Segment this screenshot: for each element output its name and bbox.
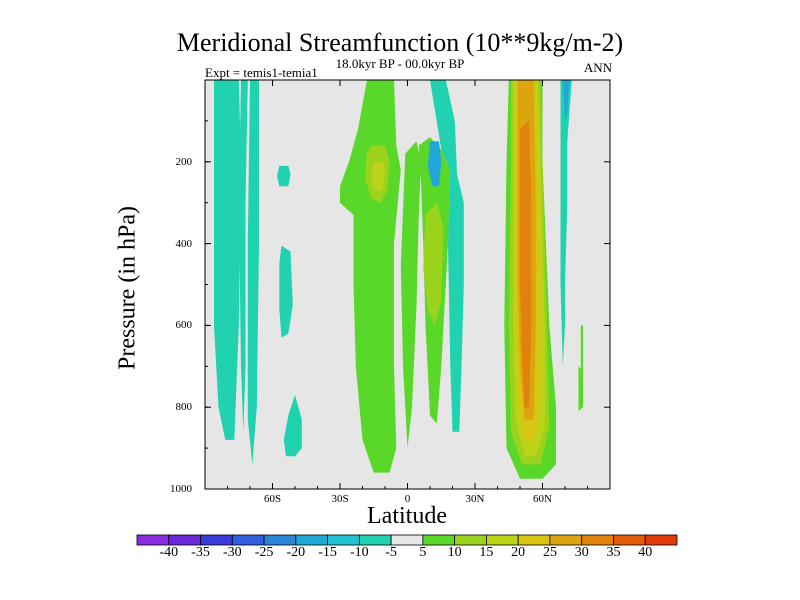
- colorbar-label: -25: [254, 545, 274, 560]
- colorbar-box: [136, 534, 170, 546]
- contour-region-polar-south-column-inner: [238, 80, 248, 432]
- x-tick-label: 60N: [533, 493, 552, 505]
- colorbar-label: -15: [318, 545, 337, 560]
- colorbar-box: [422, 534, 456, 546]
- colorbar-box: [231, 534, 265, 546]
- x-tick-label: 0: [404, 493, 411, 505]
- y-tick-label: 200: [175, 155, 193, 168]
- colorbar-box: [517, 534, 551, 546]
- y-tick-label: 800: [175, 401, 193, 414]
- contour-region-north-polar-green-2: [578, 366, 583, 412]
- contour-region-south-cyan-patch-1: [277, 165, 291, 187]
- colorbar-box: [263, 534, 297, 546]
- colorbar-label: -10: [350, 545, 369, 560]
- contour-region-north-green-column-a: [400, 141, 421, 449]
- colorbar-label: 35: [606, 545, 621, 560]
- colorbar-label: 30: [574, 545, 589, 560]
- y-tick-label: 600: [175, 319, 193, 332]
- colorbar-box: [295, 534, 328, 546]
- colorbar-box: [168, 534, 201, 546]
- colorbar-box: [390, 534, 424, 546]
- contour-region-north-cyan-column: [430, 80, 464, 432]
- contour-region-north-core-10: [423, 202, 444, 326]
- colorbar-label: 10: [447, 545, 462, 560]
- contour-region-south-cyan-patch-2: [279, 245, 293, 338]
- contour-region-nh-main-cell-30: [520, 120, 532, 408]
- colorbar-box: [613, 534, 646, 546]
- contour-region-north-polar-blue: [562, 80, 570, 121]
- colorbar-box: [644, 534, 678, 546]
- colorbar-label: -40: [159, 545, 179, 560]
- x-tick-label: 60S: [263, 493, 282, 505]
- colorbar-box: [549, 534, 583, 546]
- x-axis-label: Latitude: [367, 503, 447, 529]
- colorbar-label: 5: [419, 545, 427, 560]
- y-tick-label: 1000: [170, 483, 192, 495]
- contour-region-north-blue-core: [427, 141, 442, 187]
- colorbar-label: -35: [191, 545, 210, 560]
- colorbar-label: 25: [542, 545, 557, 560]
- colorbar-box: [581, 534, 614, 546]
- colorbar-box: [200, 534, 233, 546]
- colorbar-box: [358, 534, 392, 546]
- contour-region-north-polar-green-1: [580, 325, 583, 375]
- colorbar-label: -30: [222, 545, 242, 560]
- contour-region-tropical-core-15: [371, 161, 385, 191]
- colorbar-label: 15: [479, 545, 494, 560]
- contour-region-south-cyan-patch-3: [283, 394, 302, 457]
- contour-region-polar-south-column-outer: [214, 80, 241, 440]
- colorbar-box: [486, 534, 519, 546]
- colorbar-box: [327, 534, 360, 546]
- colorbar-label: -20: [286, 545, 306, 560]
- colorbar-label: 40: [638, 545, 653, 560]
- chart-subtitle: 18.0kyr BP - 00.0kyr BP: [335, 56, 465, 71]
- colorbar-box: [454, 534, 487, 546]
- colorbar-label: 20: [511, 545, 526, 560]
- colorbar-label: -5: [385, 545, 397, 560]
- chart-title: Meridional Streamfunction (10**9kg/m-2): [176, 28, 624, 57]
- y-tick-label: 400: [175, 237, 193, 250]
- x-tick-label: 30N: [465, 493, 485, 505]
- x-tick-label: 30S: [331, 493, 349, 505]
- experiment-label: Expt = temis1-temia1: [205, 65, 318, 80]
- season-label: ANN: [583, 60, 612, 75]
- contour-region-south-column-b: [247, 80, 259, 465]
- contour-region-north-polar-cyan: [560, 80, 572, 367]
